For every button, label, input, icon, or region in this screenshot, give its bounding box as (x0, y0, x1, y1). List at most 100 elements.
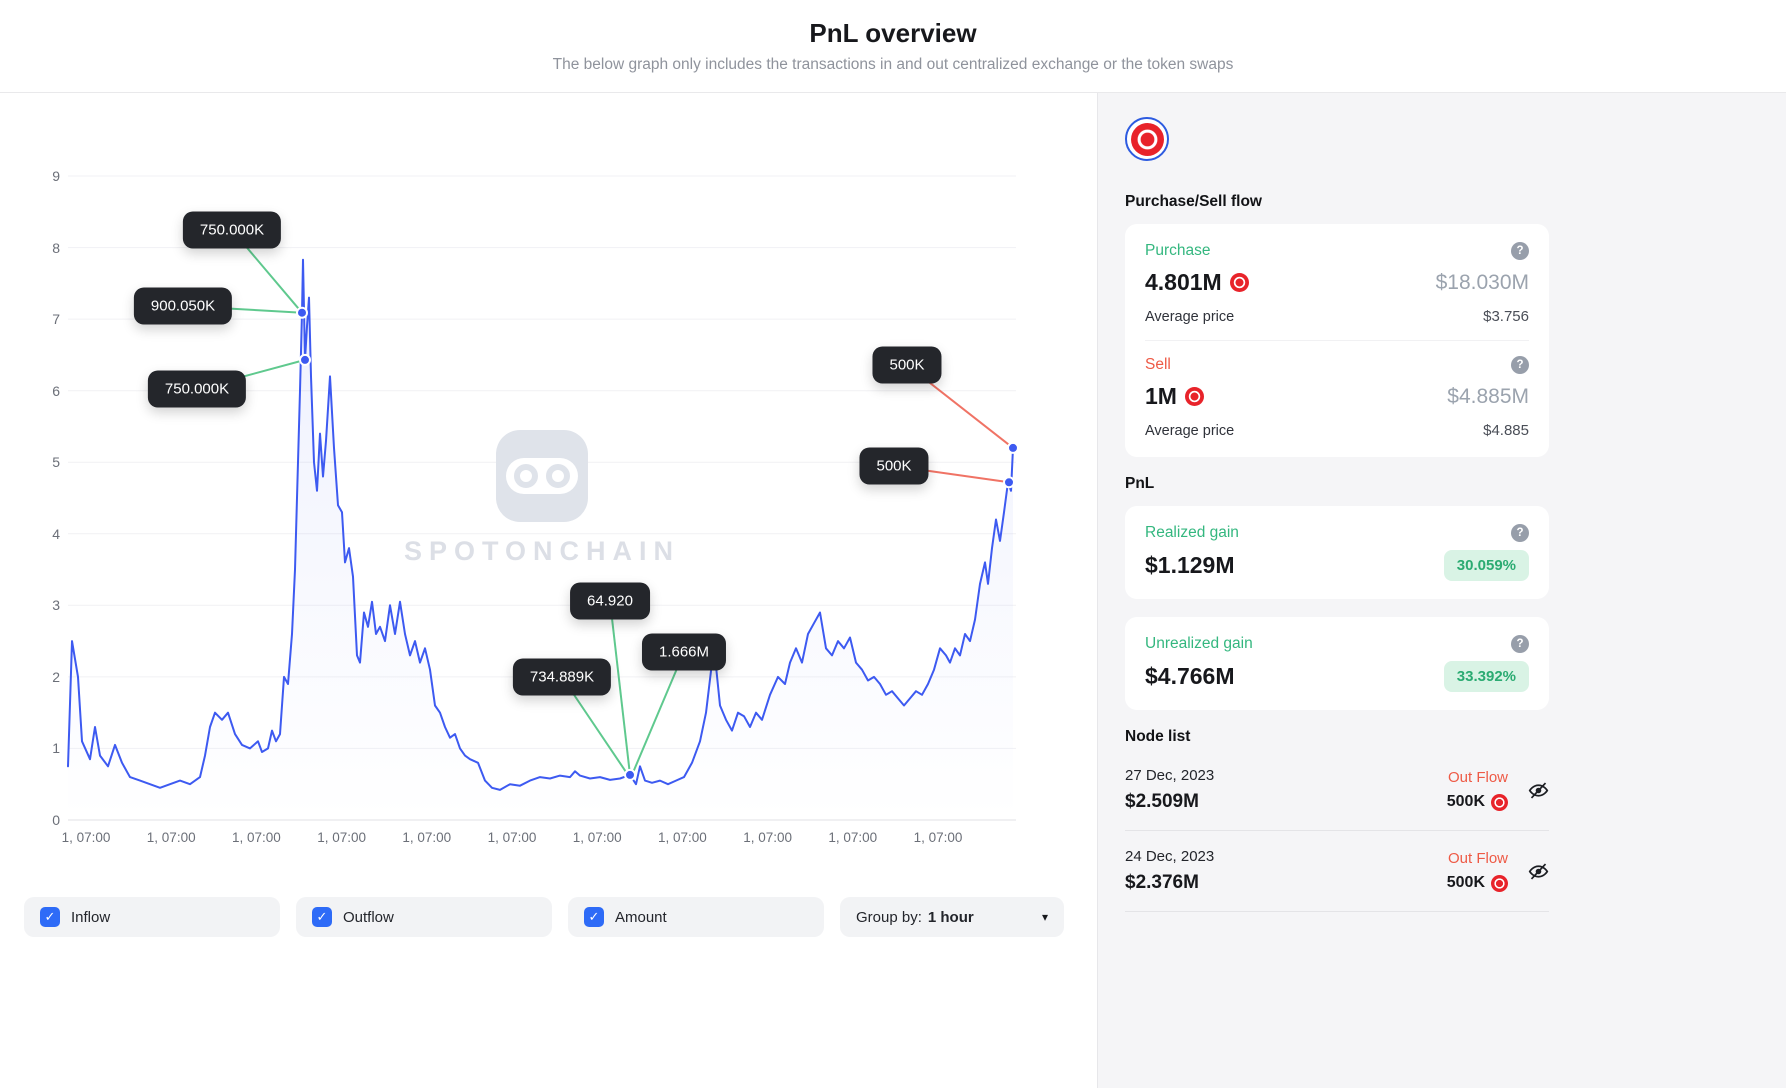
y-axis-label: 0 (52, 812, 60, 828)
outflow-toggle[interactable]: ✓ Outflow (296, 897, 552, 937)
realized-gain-percent-badge: 30.059% (1443, 550, 1529, 581)
x-axis-label: 1, 07:00 (657, 830, 707, 845)
data-point (1003, 476, 1015, 489)
details-sidebar: Purchase/Sell flow Purchase ? 4.801M $18… (1097, 93, 1786, 1088)
node-token-amount: 500K (1447, 793, 1508, 811)
data-point (624, 768, 636, 781)
x-axis-label: 1, 07:00 (231, 830, 281, 845)
annotation-line (561, 676, 629, 776)
sell-amount: 1M (1145, 383, 1204, 410)
sell-avg-price-value: $4.885 (1483, 422, 1529, 439)
annotation-line (893, 465, 1010, 484)
node-token-value: 500K (1446, 874, 1485, 891)
inflow-label: Inflow (71, 908, 111, 926)
purchase-section: Purchase ? 4.801M $18.030M Average price… (1145, 242, 1529, 325)
amount-checkbox[interactable]: ✓ (584, 907, 604, 927)
flow-section-heading: Purchase/Sell flow (1125, 193, 1262, 210)
token-icon (1491, 793, 1508, 811)
x-axis-label: 1, 07:00 (743, 830, 792, 845)
y-axis-label: 6 (52, 382, 60, 399)
annotation-line (609, 600, 631, 776)
token-icon (1491, 874, 1508, 892)
node-usd-amount: $2.509M (1125, 791, 1199, 812)
annotation-line (631, 651, 685, 776)
chevron-down-icon: ▾ (1041, 910, 1048, 924)
purchase-usd-value: $18.030M (1435, 270, 1529, 294)
chart-area-fill (68, 259, 1013, 820)
token-avatar (1125, 117, 1169, 161)
y-axis-label: 1 (52, 740, 60, 757)
node-direction: Out Flow (1447, 769, 1508, 786)
eye-off-icon[interactable] (1528, 861, 1549, 882)
x-axis-label: 1, 07:00 (828, 830, 878, 845)
page-body: 0 1 2 3 4 5 6 7 8 9 (0, 93, 1786, 1088)
data-point (296, 306, 308, 319)
y-axis-label: 9 (52, 168, 60, 184)
unrealized-gain-card: Unrealized gain ? $4.766M 33.392% (1125, 617, 1549, 710)
x-axis-label: 1, 07:00 (913, 830, 963, 845)
inflow-checkbox[interactable]: ✓ (40, 907, 60, 927)
node-row: 27 Dec, 2023 $2.509M Out Flow 500K (1125, 750, 1549, 831)
node-list: 27 Dec, 2023 $2.509M Out Flow 500K (1125, 750, 1549, 912)
chart-pane: 0 1 2 3 4 5 6 7 8 9 (0, 93, 1097, 1088)
amount-toggle[interactable]: ✓ Amount (568, 897, 824, 937)
node-date: 24 Dec, 2023 (1125, 848, 1215, 865)
help-icon[interactable]: ? (1511, 635, 1529, 653)
sell-section: Sell ? 1M $4.885M Average price $4.885 (1145, 340, 1529, 439)
node-direction: Out Flow (1447, 850, 1508, 867)
data-point (299, 353, 311, 366)
annotation-line (182, 305, 303, 314)
realized-gain-card: Realized gain ? $1.129M 30.059% (1125, 506, 1549, 599)
sell-label: Sell (1145, 356, 1171, 373)
y-axis-label: 3 (52, 597, 60, 614)
price-line (67, 258, 1014, 791)
unrealized-gain-percent-badge: 33.392% (1443, 661, 1529, 692)
purchase-avg-price-value: $3.756 (1483, 308, 1529, 325)
y-axis: 0 1 2 3 4 5 6 7 8 9 (0, 168, 60, 828)
node-token-value: 500K (1446, 793, 1485, 810)
data-point (1007, 441, 1019, 454)
group-by-value: 1 hour (927, 908, 974, 926)
sell-usd-value: $4.885M (1447, 384, 1529, 408)
help-icon[interactable]: ? (1511, 524, 1529, 542)
outflow-label: Outflow (343, 908, 394, 926)
x-axis-label: 1, 07:00 (146, 830, 196, 845)
node-usd-amount: $2.376M (1125, 872, 1199, 893)
eye-off-icon[interactable] (1528, 780, 1549, 801)
annotation-line (231, 229, 303, 314)
chart-plot: SPOTONCHAIN 750.000K 900.050K 750.000K 500K… (67, 175, 1019, 821)
realized-gain-value: $1.129M (1145, 552, 1235, 578)
x-axis-label: 1, 07:00 (487, 830, 537, 845)
x-axis-label: 1, 07:00 (402, 830, 452, 845)
node-list-heading: Node list (1125, 728, 1191, 745)
token-icon (1229, 273, 1249, 292)
inflow-toggle[interactable]: ✓ Inflow (24, 897, 280, 937)
y-axis-label: 4 (52, 525, 60, 542)
help-icon[interactable]: ? (1511, 242, 1529, 260)
node-row: 24 Dec, 2023 $2.376M Out Flow 500K (1125, 831, 1549, 912)
help-icon[interactable]: ? (1511, 356, 1529, 374)
amount-label: Amount (615, 908, 667, 926)
x-axis-label: 1, 07:00 (61, 830, 111, 845)
x-axis: 1, 07:00 1, 07:00 1, 07:00 1, 07:00 1, 07:00… (62, 830, 1016, 852)
page-title: PnL overview (809, 18, 977, 48)
purchase-sell-card: Purchase ? 4.801M $18.030M Average price… (1125, 224, 1549, 457)
realized-gain-label: Realized gain (1145, 524, 1239, 541)
y-axis-label: 2 (52, 668, 60, 685)
group-by-dropdown[interactable]: Group by: 1 hour ▾ (840, 897, 1064, 937)
annotation-line (196, 358, 306, 390)
x-axis-label: 1, 07:00 (572, 830, 622, 845)
purchase-amount: 4.801M (1145, 269, 1249, 296)
y-axis-label: 7 (52, 311, 60, 328)
y-axis-label: 5 (52, 454, 60, 471)
purchase-avg-price-label: Average price (1145, 308, 1235, 325)
sell-avg-price-label: Average price (1145, 422, 1235, 439)
sell-amount-value: 1M (1145, 383, 1177, 409)
unrealized-gain-label: Unrealized gain (1145, 635, 1253, 652)
annotation-line (906, 364, 1014, 449)
node-date: 27 Dec, 2023 (1125, 767, 1215, 784)
node-token-amount: 500K (1447, 874, 1508, 892)
pnl-section-heading: PnL (1125, 475, 1155, 492)
outflow-checkbox[interactable]: ✓ (312, 907, 332, 927)
chart-controls: ✓ Inflow ✓ Outflow ✓ Amount Group by: 1 … (24, 897, 1064, 937)
